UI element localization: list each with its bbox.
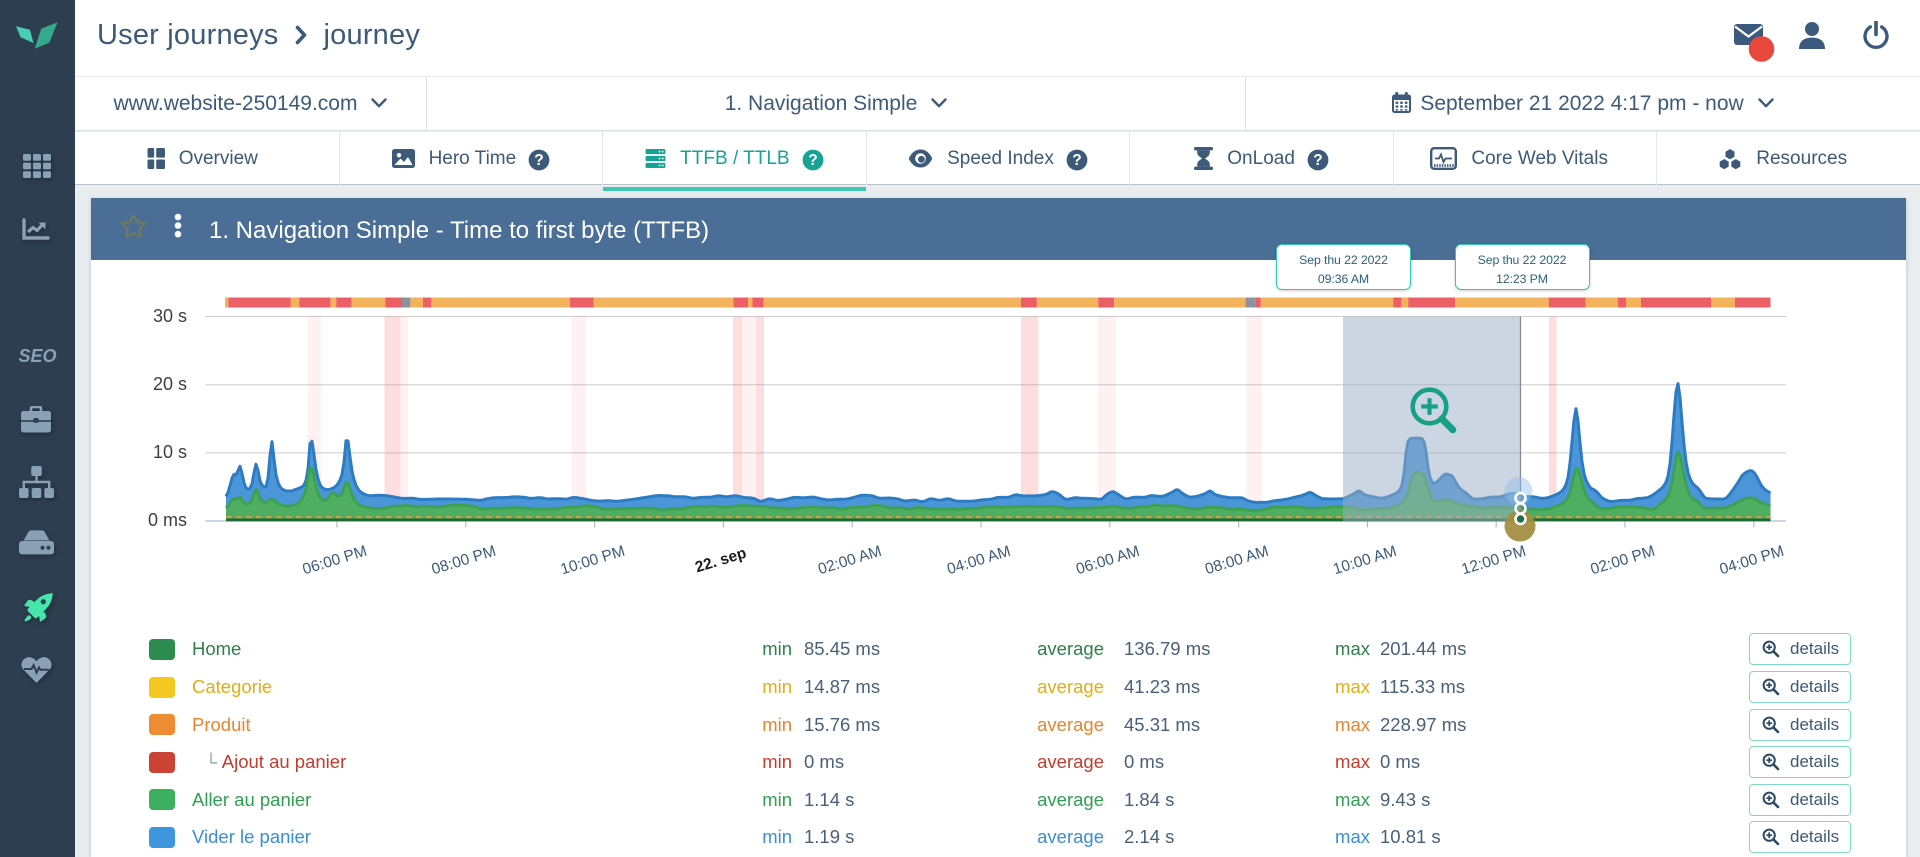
svg-text:?: ?	[1313, 152, 1322, 169]
svg-text:?: ?	[808, 152, 817, 169]
svg-text:?: ?	[534, 152, 543, 169]
svg-text:?: ?	[1072, 152, 1081, 169]
